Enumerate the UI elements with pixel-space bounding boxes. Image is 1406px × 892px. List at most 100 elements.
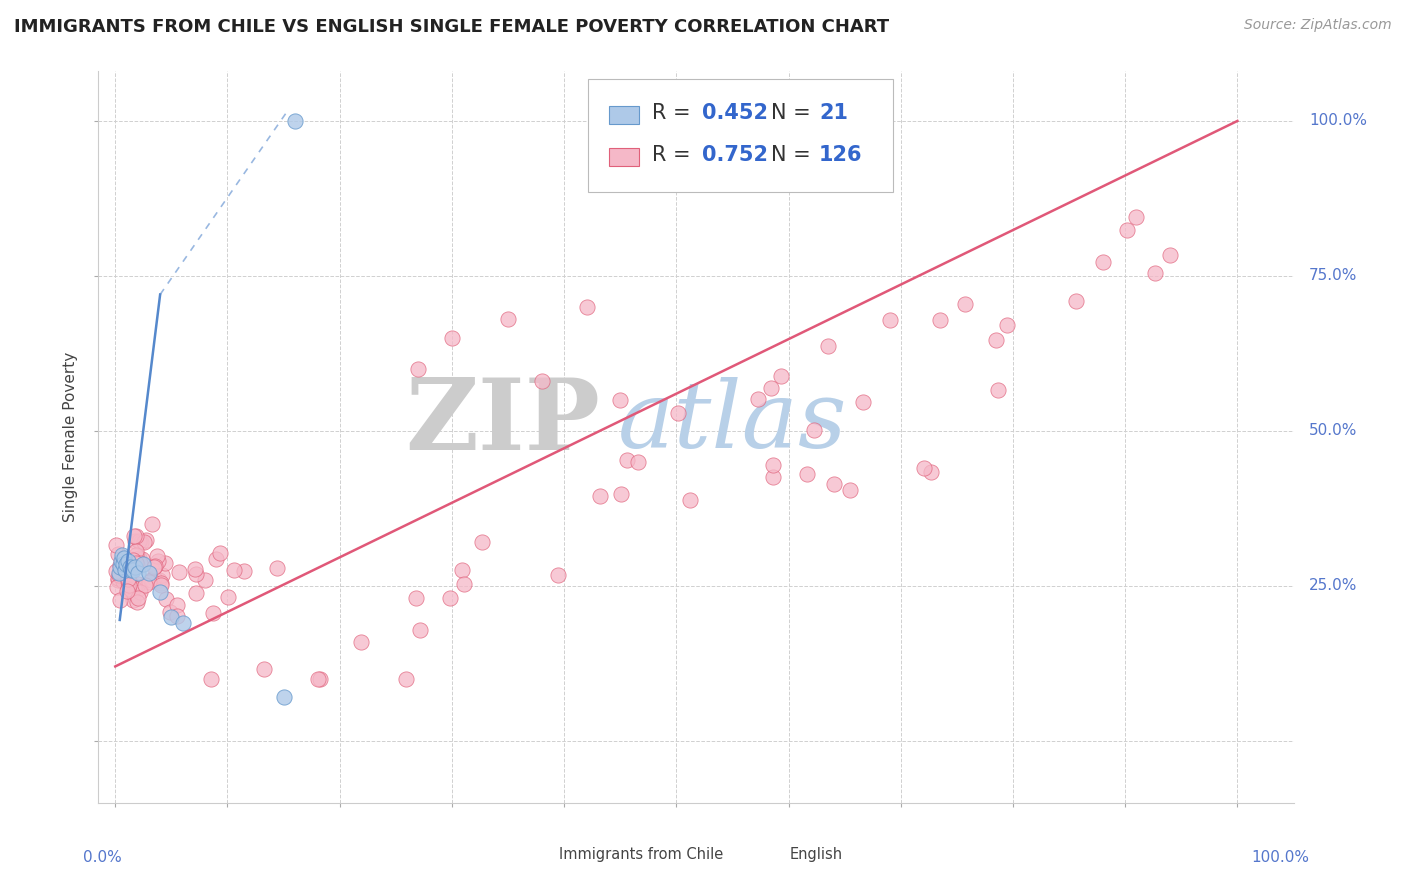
Point [127, 576, 149, 591]
Text: 21: 21 [820, 103, 848, 123]
Point [115, 563, 138, 577]
Point [200, 672, 222, 686]
Point [110, 554, 132, 568]
Point [114, 559, 136, 574]
Point [117, 582, 139, 596]
Point [160, 610, 183, 624]
Point [439, 591, 461, 605]
Text: 100.0%: 100.0% [1251, 850, 1309, 865]
Point [117, 573, 139, 587]
Point [879, 313, 901, 327]
FancyBboxPatch shape [609, 148, 638, 167]
Text: Immigrants from Chile: Immigrants from Chile [558, 847, 723, 862]
Point [107, 571, 129, 585]
Point [284, 114, 307, 128]
Point [769, 368, 792, 383]
Text: 50.0%: 50.0% [1309, 424, 1357, 438]
Point [112, 571, 135, 585]
Point [108, 560, 131, 574]
Point [108, 568, 131, 582]
Point [762, 458, 785, 472]
Point [1116, 223, 1139, 237]
Point [803, 423, 825, 437]
Point [201, 606, 224, 620]
Point [155, 592, 177, 607]
Point [167, 565, 190, 579]
Point [547, 567, 569, 582]
Point [184, 562, 207, 576]
Point [127, 566, 149, 581]
Point [142, 560, 165, 574]
Point [138, 574, 160, 589]
Point [141, 517, 163, 532]
Point [120, 560, 142, 574]
Point [128, 533, 150, 548]
Point [117, 584, 139, 599]
Point [1143, 266, 1166, 280]
Point [115, 558, 138, 572]
Point [111, 574, 134, 588]
Point [953, 297, 976, 311]
Point [124, 529, 146, 543]
Point [762, 470, 785, 484]
Point [112, 551, 135, 566]
Text: 100.0%: 100.0% [1309, 113, 1367, 128]
Text: R =: R = [652, 103, 697, 123]
Point [122, 563, 145, 577]
Point [148, 573, 170, 587]
FancyBboxPatch shape [589, 78, 893, 192]
Point [115, 557, 138, 571]
Point [129, 535, 152, 549]
Point [118, 560, 141, 574]
Point [143, 558, 166, 573]
Text: 0.0%: 0.0% [83, 850, 122, 865]
Point [105, 580, 128, 594]
Point [107, 573, 129, 587]
Text: atlas: atlas [619, 377, 848, 467]
Point [122, 552, 145, 566]
Point [112, 562, 135, 576]
Point [817, 339, 839, 353]
Point [920, 466, 942, 480]
Point [112, 557, 135, 571]
Point [141, 573, 163, 587]
Point [127, 591, 149, 605]
Point [747, 392, 769, 406]
Point [125, 543, 148, 558]
Point [120, 552, 142, 566]
Text: ZIP: ZIP [405, 374, 600, 471]
Point [986, 333, 1008, 347]
Point [118, 576, 141, 591]
Point [159, 605, 181, 619]
Text: IMMIGRANTS FROM CHILE VS ENGLISH SINGLE FEMALE POVERTY CORRELATION CHART: IMMIGRANTS FROM CHILE VS ENGLISH SINGLE … [14, 18, 889, 36]
Point [395, 672, 418, 686]
Point [105, 538, 128, 552]
Point [530, 374, 553, 388]
Point [929, 313, 952, 327]
Point [253, 662, 276, 676]
Point [453, 577, 475, 591]
Text: 25.0%: 25.0% [1309, 578, 1357, 593]
Point [153, 556, 176, 570]
Point [122, 581, 145, 595]
Point [129, 581, 152, 595]
Point [114, 563, 136, 577]
Point [1064, 293, 1087, 308]
Point [406, 362, 429, 376]
FancyBboxPatch shape [754, 849, 778, 866]
Point [117, 554, 139, 568]
Point [666, 406, 689, 420]
Point [146, 549, 169, 564]
Text: 75.0%: 75.0% [1309, 268, 1357, 284]
Point [217, 590, 239, 604]
Point [796, 467, 818, 481]
Point [575, 300, 598, 314]
Point [589, 489, 612, 503]
Point [125, 556, 148, 570]
Text: English: English [789, 847, 842, 862]
Point [852, 395, 875, 409]
Text: R =: R = [652, 145, 697, 166]
Point [679, 493, 702, 508]
FancyBboxPatch shape [523, 849, 547, 866]
Point [132, 535, 155, 549]
